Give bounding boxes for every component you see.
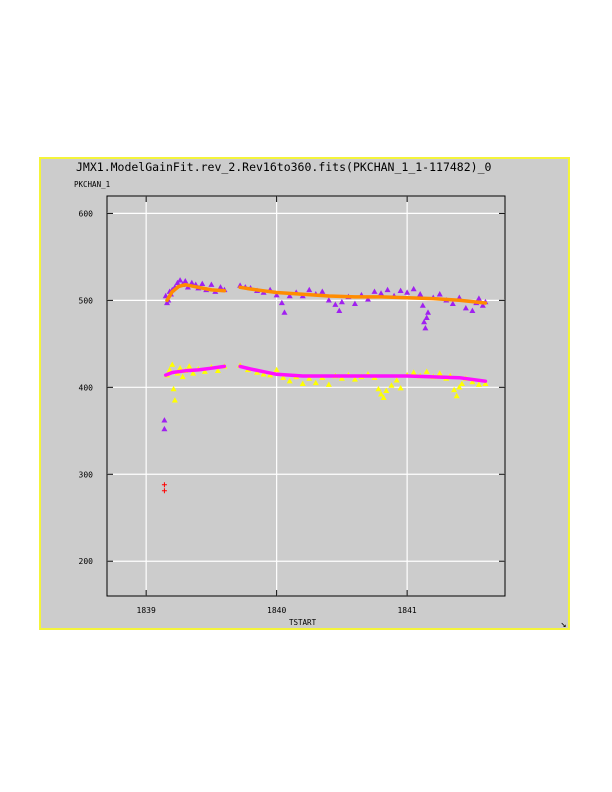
y-tick-label: 200 xyxy=(79,557,94,566)
data-point xyxy=(475,295,482,301)
data-point xyxy=(188,279,195,286)
data-point xyxy=(281,309,288,315)
data-point xyxy=(286,292,293,299)
data-point xyxy=(325,381,332,387)
x-axis-label: TSTART xyxy=(289,618,317,627)
data-point xyxy=(410,285,417,292)
data-point xyxy=(380,394,387,400)
data-point xyxy=(161,488,167,494)
data-point xyxy=(186,363,193,369)
data-point xyxy=(378,290,385,296)
data-point xyxy=(336,307,343,313)
data-point xyxy=(201,368,208,374)
data-point xyxy=(456,384,463,390)
data-point xyxy=(338,298,345,305)
data-point xyxy=(214,367,221,373)
data-point xyxy=(273,366,280,373)
plot-area xyxy=(106,195,506,597)
data-point xyxy=(177,364,184,371)
data-point xyxy=(417,291,424,297)
y-tick-label: 500 xyxy=(79,296,94,305)
data-point xyxy=(161,425,168,432)
data-point xyxy=(170,385,177,392)
data-point xyxy=(299,380,306,387)
data-point xyxy=(169,361,176,367)
data-point xyxy=(177,277,184,283)
data-point xyxy=(458,380,465,387)
data-point xyxy=(422,324,429,331)
resize-handle-icon[interactable]: ↘ xyxy=(560,619,567,630)
data-point xyxy=(217,284,224,290)
data-point xyxy=(338,375,345,381)
x-tick-label: 1839 xyxy=(137,606,156,615)
fit-line xyxy=(163,364,488,383)
data-point xyxy=(475,381,482,387)
data-point xyxy=(436,291,443,297)
data-point xyxy=(319,288,326,294)
data-point xyxy=(364,296,371,302)
data-point xyxy=(436,370,443,376)
data-point xyxy=(383,387,390,393)
data-point xyxy=(410,369,417,375)
data-point xyxy=(179,373,186,380)
data-point xyxy=(388,382,395,388)
data-point xyxy=(375,385,382,392)
data-point xyxy=(171,397,178,403)
data-point xyxy=(161,482,167,488)
x-tick-label: 1840 xyxy=(267,606,286,615)
data-point xyxy=(306,286,313,293)
data-point xyxy=(199,280,206,287)
data-point xyxy=(286,378,293,384)
data-point xyxy=(423,368,430,374)
data-point xyxy=(404,289,411,295)
data-point xyxy=(260,371,267,377)
fit-line xyxy=(165,282,488,305)
data-point xyxy=(423,314,430,320)
data-point xyxy=(397,384,404,391)
data-point xyxy=(182,278,189,284)
data-point xyxy=(419,302,426,308)
y-tick-label: 600 xyxy=(79,209,94,218)
data-point xyxy=(384,286,391,293)
data-point xyxy=(421,318,428,325)
data-point xyxy=(312,379,319,386)
data-point xyxy=(397,287,404,293)
x-tick-label: 1841 xyxy=(397,606,416,615)
data-point xyxy=(278,299,285,306)
data-point xyxy=(453,392,460,399)
data-point xyxy=(393,377,400,383)
data-point xyxy=(161,417,168,423)
y-tick-label: 300 xyxy=(79,470,94,479)
data-point xyxy=(469,378,476,385)
data-point xyxy=(351,300,358,307)
data-point xyxy=(479,302,486,308)
y-tick-label: 400 xyxy=(79,383,94,392)
data-point xyxy=(208,281,215,287)
data-point xyxy=(451,386,458,393)
data-point xyxy=(332,301,339,307)
data-point xyxy=(462,304,469,311)
data-point xyxy=(482,380,489,387)
data-point xyxy=(325,297,332,303)
data-point xyxy=(378,391,385,397)
data-point xyxy=(273,291,280,298)
data-point xyxy=(425,309,432,315)
data-point xyxy=(306,375,313,381)
data-point xyxy=(280,374,287,380)
data-point xyxy=(469,307,476,313)
y-axis-label: PKCHAN_1 xyxy=(74,180,111,189)
data-point xyxy=(166,366,173,373)
chart-title: JMX1.ModelGainFit.rev_2.Rev16to360.fits(… xyxy=(76,160,492,174)
data-point xyxy=(371,288,378,294)
data-point xyxy=(190,370,197,376)
data-point xyxy=(449,300,456,307)
data-point xyxy=(351,376,358,382)
